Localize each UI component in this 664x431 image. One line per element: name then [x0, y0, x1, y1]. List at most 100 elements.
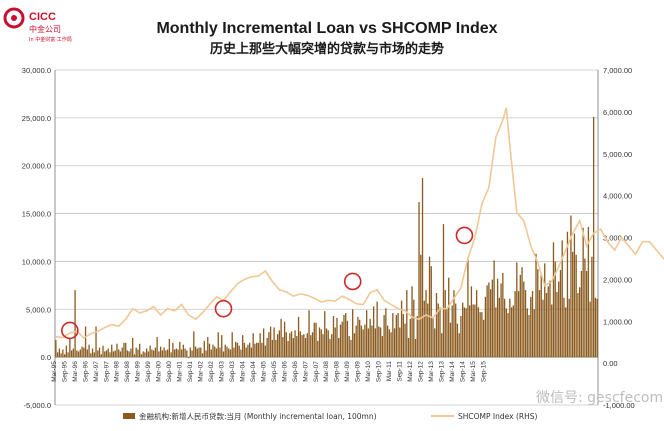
loan-bar	[352, 309, 354, 358]
loan-bar	[523, 281, 525, 358]
loan-bar	[249, 342, 251, 358]
loan-bar	[596, 298, 598, 358]
loan-bar	[233, 347, 235, 358]
y-left-tick-label: 0.0	[41, 353, 51, 362]
loan-bar	[228, 348, 230, 358]
loan-bar	[559, 270, 562, 358]
loan-bar	[196, 348, 198, 358]
loan-bar	[182, 344, 184, 358]
loan-bar	[84, 326, 87, 358]
loan-bar	[451, 305, 453, 358]
loan-bar	[231, 332, 233, 358]
y-right-tick-label: -1,000.00	[603, 401, 635, 410]
loan-bar	[465, 308, 467, 358]
x-tick-label: Sep-95	[61, 361, 68, 382]
loan-bar	[378, 326, 380, 358]
x-tick-label: Mar-06	[281, 361, 288, 382]
loan-bar	[235, 341, 237, 358]
loan-bar	[322, 334, 324, 358]
loan-bar	[163, 347, 165, 358]
x-tick-label: Mar-13	[428, 361, 435, 382]
x-tick-label: Mar-09	[344, 361, 351, 382]
y-right-tick-label: 0.00	[603, 359, 618, 368]
loan-bar	[395, 315, 397, 358]
loan-bar	[449, 322, 452, 358]
loan-bar	[362, 329, 364, 358]
loan-bar	[262, 328, 265, 358]
x-tick-label: Sep-09	[355, 361, 362, 382]
loan-bar	[118, 349, 120, 358]
loan-bar	[65, 345, 68, 358]
loan-bar	[221, 335, 223, 358]
loan-bar	[477, 307, 480, 358]
loan-bar	[132, 338, 134, 358]
loan-bar	[180, 349, 183, 358]
loan-bar	[369, 318, 371, 358]
loan-bar	[63, 354, 66, 358]
loan-bar	[76, 350, 78, 358]
loan-bar	[453, 290, 455, 358]
x-tick-label: Mar-07	[302, 361, 309, 382]
loan-bar	[201, 353, 204, 358]
loan-bar	[456, 323, 459, 358]
loan-bar	[549, 280, 551, 358]
x-tick-label: Mar-95	[51, 361, 58, 382]
cicc-logo: CICC 中金公司 In 中金财富·工作局	[3, 7, 72, 43]
loan-bar	[268, 332, 270, 358]
legend-label-bars: 金融机构:新增人民币贷款:当月 (Monthly incremental loa…	[139, 411, 377, 421]
loan-bar	[341, 321, 343, 358]
loan-bar	[427, 303, 429, 358]
loan-bar	[222, 351, 225, 358]
x-tick-label: Mar-02	[198, 361, 205, 382]
x-tick-label: Sep-15	[480, 361, 487, 382]
loan-bar	[479, 312, 481, 358]
x-tick-label: Mar-05	[260, 361, 267, 382]
loan-bar	[359, 319, 361, 358]
loan-bar	[435, 293, 438, 358]
loan-bar	[386, 325, 389, 358]
loan-bar	[324, 311, 326, 358]
loan-bar	[175, 348, 178, 358]
loan-bar	[573, 233, 576, 358]
x-tick-label: Sep-05	[271, 361, 278, 382]
loan-bar	[186, 350, 188, 358]
loan-bar	[179, 341, 181, 358]
loan-bar	[301, 335, 303, 358]
x-tick-label: Mar-97	[93, 361, 100, 382]
loan-bar	[275, 339, 277, 358]
loan-bar	[353, 333, 356, 358]
x-tick-label: Sep-98	[124, 361, 131, 382]
loan-bar	[318, 327, 321, 358]
loan-bar	[496, 278, 499, 358]
loan-bar	[399, 327, 401, 358]
loan-bar	[538, 290, 541, 358]
loan-bar	[524, 290, 527, 358]
loan-bar	[311, 332, 314, 358]
loan-bar	[294, 330, 296, 358]
loan-bar	[114, 350, 116, 358]
loan-bar	[526, 308, 528, 358]
x-tick-label: Sep-12	[418, 361, 425, 382]
plot-area: -5,000.0 0.0 5,000.0 10,000.0 15,000.0 20,000…	[22, 66, 664, 410]
loan-bar	[123, 342, 125, 358]
loan-bar	[135, 347, 137, 358]
loan-bar	[357, 316, 359, 358]
loan-bar	[142, 351, 144, 358]
loan-bar	[297, 316, 300, 358]
chart-subtitle: 历史上那些大幅突增的贷款与市场的走势	[210, 41, 444, 57]
x-tick-label: Sep-03	[229, 361, 236, 382]
loan-bar	[406, 290, 408, 358]
loan-bar	[242, 335, 244, 358]
loan-bar	[226, 346, 228, 358]
loan-bar	[533, 309, 535, 358]
loan-bar	[332, 315, 335, 358]
loan-bar	[315, 322, 317, 358]
loan-bar	[413, 299, 415, 358]
x-tick-label: Mar-99	[135, 361, 142, 382]
x-tick-label: Sep-11	[397, 361, 404, 382]
chart-title: Monthly Incremental Loan vs SHCOMP Index	[156, 20, 497, 37]
loan-bar	[400, 300, 403, 358]
loan-bar	[537, 269, 539, 358]
x-tick-label: Sep-06	[292, 361, 299, 382]
